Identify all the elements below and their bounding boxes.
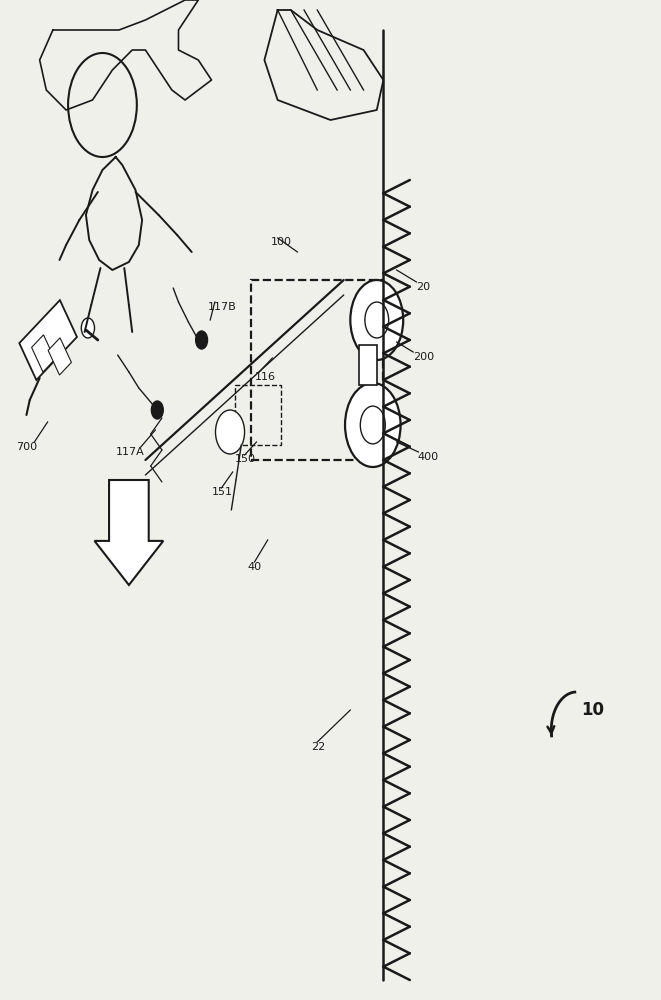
Bar xyxy=(19,300,77,380)
Circle shape xyxy=(81,318,95,338)
Polygon shape xyxy=(95,480,163,585)
Circle shape xyxy=(196,331,208,349)
Text: 40: 40 xyxy=(248,562,262,572)
Bar xyxy=(359,345,377,385)
Circle shape xyxy=(345,383,401,467)
Circle shape xyxy=(365,302,389,338)
Text: 117A: 117A xyxy=(116,447,144,457)
Circle shape xyxy=(350,280,403,360)
Text: 100: 100 xyxy=(271,237,292,247)
Text: 116: 116 xyxy=(254,372,276,382)
Text: 150: 150 xyxy=(235,454,256,464)
Text: 20: 20 xyxy=(416,282,430,292)
Text: 700: 700 xyxy=(17,442,38,452)
Text: 400: 400 xyxy=(418,452,439,462)
Bar xyxy=(235,385,281,445)
Bar xyxy=(251,280,383,460)
Circle shape xyxy=(360,406,385,444)
Circle shape xyxy=(151,401,163,419)
Text: 10: 10 xyxy=(582,701,605,719)
Text: 151: 151 xyxy=(212,487,233,497)
Text: 22: 22 xyxy=(311,742,325,752)
Text: 200: 200 xyxy=(413,352,434,362)
Text: 117B: 117B xyxy=(208,302,237,312)
Bar xyxy=(32,335,55,372)
Bar xyxy=(48,338,71,375)
Circle shape xyxy=(215,410,245,454)
